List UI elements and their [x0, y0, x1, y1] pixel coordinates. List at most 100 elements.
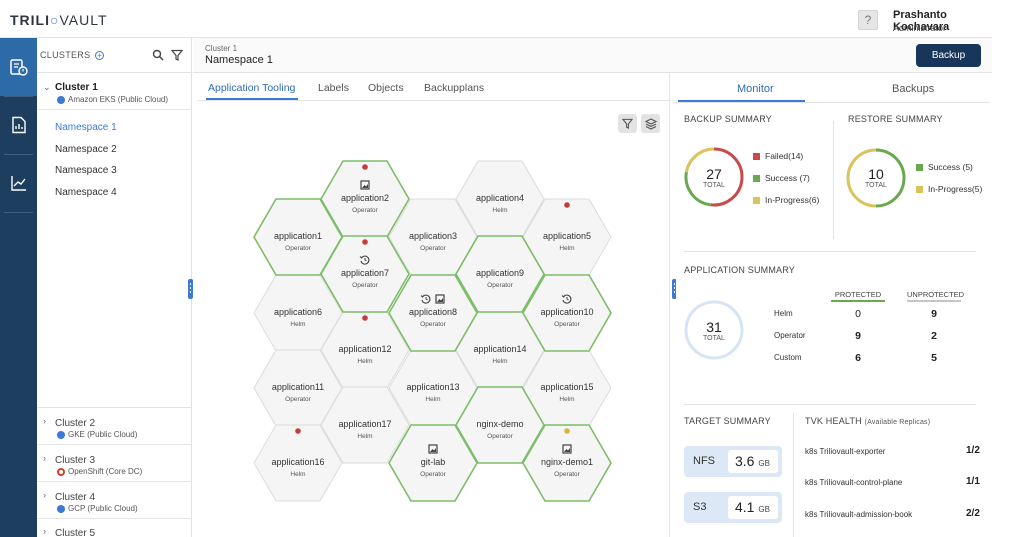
tab-backups[interactable]: Backups [892, 83, 935, 95]
app-type: Operator [420, 245, 446, 252]
target-nfs[interactable]: NFS 3.6 GB [684, 446, 782, 477]
app-hex-nginx-demo1[interactable]: nginx-demo1 Operator [522, 424, 612, 502]
app-hex-application9[interactable]: application9 Operator [455, 235, 545, 313]
helm-unprotected: 9 [931, 308, 937, 320]
gcp-icon [57, 504, 65, 513]
operator-protected: 9 [855, 330, 861, 342]
chevron-down-icon[interactable]: ⌄ [43, 82, 51, 92]
tvk-item-exporter: k8s Triliovault-exporter [805, 447, 886, 456]
backup-button[interactable]: Backup [916, 44, 981, 67]
app-type: Helm [559, 245, 574, 252]
layers-icon [644, 117, 657, 130]
app-name: application8 [409, 307, 457, 317]
protected-col-header: PROTECTED [834, 290, 882, 299]
restore-summary-ring [846, 148, 906, 208]
app-name: application3 [409, 231, 457, 241]
chevron-right-icon[interactable]: › [43, 490, 46, 500]
rail-item-backup-manager[interactable] [0, 38, 37, 96]
namespace-item-1[interactable]: Namespace 1 [55, 122, 117, 133]
cluster-panel: CLUSTERS + ⌄ Cluster 1 Amazon EKS (Publi… [37, 38, 192, 537]
tab-objects[interactable]: Objects [368, 82, 404, 94]
app-name: application2 [341, 193, 389, 203]
breadcrumb[interactable]: Cluster 1 [205, 44, 238, 53]
app-name: application12 [338, 344, 391, 354]
app-type: Operator [285, 396, 311, 403]
application-summary-ring [684, 300, 744, 360]
chevron-right-icon[interactable]: › [43, 526, 46, 536]
app-hex-application17[interactable]: application17 Helm [320, 386, 410, 464]
backup-total-label: TOTAL [703, 182, 725, 189]
app-type: Helm [492, 358, 507, 365]
tab-labels[interactable]: Labels [318, 82, 349, 94]
filter-button[interactable] [618, 114, 637, 133]
ring-segment [846, 148, 877, 208]
app-name: nginx-demo1 [541, 457, 593, 467]
cluster-provider: GKE (Public Cloud) [57, 430, 137, 439]
app-type: Operator [554, 471, 580, 478]
application-summary-title: APPLICATION SUMMARY [684, 265, 795, 275]
layers-button[interactable] [641, 114, 660, 133]
help-button[interactable]: ? [858, 10, 878, 30]
cluster-item-2[interactable]: › Cluster 2 GKE (Public Cloud) [37, 408, 192, 445]
restore-summary-title: RESTORE SUMMARY [848, 114, 943, 124]
cluster-item-4[interactable]: › Cluster 4 GCP (Public Cloud) [37, 482, 192, 519]
rail-item-analytics[interactable] [0, 154, 37, 212]
panel-resize-handle[interactable] [672, 279, 677, 299]
chevron-right-icon[interactable]: › [43, 453, 46, 463]
tab-backupplans[interactable]: Backupplans [424, 82, 485, 94]
filter-icon[interactable] [171, 49, 183, 61]
app-logo[interactable]: TRILI○VAULT [10, 12, 108, 28]
namespace-item-3[interactable]: Namespace 3 [55, 165, 117, 176]
user-name[interactable]: Prashanto Kochavara [893, 9, 950, 33]
app-hex-application10[interactable]: application10 Operator [522, 274, 612, 352]
app-name: application13 [406, 382, 459, 392]
tab-application-tooling[interactable]: Application Tooling [208, 82, 296, 94]
cluster-item-1[interactable]: ⌄ Cluster 1 Amazon EKS (Public Cloud) [37, 73, 192, 110]
cluster-name: Cluster 1 [55, 82, 98, 93]
tvk-item-control-plane: k8s Triliovault-control-plane [805, 478, 903, 487]
cluster-provider: OpenShift (Core DC) [57, 467, 142, 476]
active-tab-indicator [206, 98, 298, 100]
add-cluster-icon[interactable]: + [95, 51, 105, 60]
app-type: Operator [352, 282, 378, 289]
rail-item-reports[interactable] [0, 96, 37, 154]
cluster-item-5[interactable]: › Cluster 5 [37, 519, 192, 537]
app-type: Operator [352, 207, 378, 214]
search-icon[interactable] [152, 49, 164, 61]
app-hex-application16[interactable]: application16 Helm [253, 424, 343, 502]
app-name: application15 [540, 382, 593, 392]
namespace-item-2[interactable]: Namespace 2 [55, 144, 117, 155]
namespace-header: Cluster 1 Namespace 1 Backup [193, 38, 992, 73]
app-name: application6 [274, 307, 322, 317]
app-type: Operator [420, 471, 446, 478]
app-hex-nginx-demo[interactable]: nginx-demo Operator [455, 386, 545, 464]
app-hex-application8[interactable]: application8 Operator [388, 274, 478, 352]
sidebar-resize-handle[interactable] [188, 279, 193, 299]
row-label-operator: Operator [774, 331, 806, 340]
tab-monitor[interactable]: Monitor [737, 83, 774, 95]
row-label-custom: Custom [774, 353, 802, 362]
app-tooling-panel: Application Tooling Labels Objects Backu… [197, 73, 670, 537]
backup-total: 27 [706, 166, 722, 182]
namespace-item-4[interactable]: Namespace 4 [55, 187, 117, 198]
app-hex-application7[interactable]: application7 Operator [320, 235, 410, 313]
restore-total-label: TOTAL [865, 182, 887, 189]
chevron-right-icon[interactable]: › [43, 416, 46, 426]
history-icon [359, 255, 370, 265]
backup-summary-title: BACKUP SUMMARY [684, 114, 772, 124]
app-hex-application2[interactable]: application2 Operator [320, 160, 410, 238]
target-s3[interactable]: S3 4.1 GB [684, 492, 782, 523]
tvk-health-title: TVK HEALTH (Available Replicas) [805, 416, 931, 426]
app-hex-application4[interactable]: application4 Helm [455, 160, 545, 238]
clusters-header: CLUSTERS + [40, 50, 105, 60]
tvk-value-exporter: 1/2 [966, 445, 980, 456]
cluster-item-3[interactable]: › Cluster 3 OpenShift (Core DC) [37, 445, 192, 482]
ring-segment [684, 147, 715, 173]
application-total: 31 [706, 319, 722, 335]
operator-unprotected: 2 [931, 330, 937, 342]
cluster-name: Cluster 5 [55, 528, 96, 537]
app-hex-application5[interactable]: application5 Helm [522, 198, 612, 276]
status-dot [564, 202, 570, 208]
legend-failed: Failed(14) [753, 151, 803, 161]
app-hex-git-lab[interactable]: git-lab Operator [388, 424, 478, 502]
